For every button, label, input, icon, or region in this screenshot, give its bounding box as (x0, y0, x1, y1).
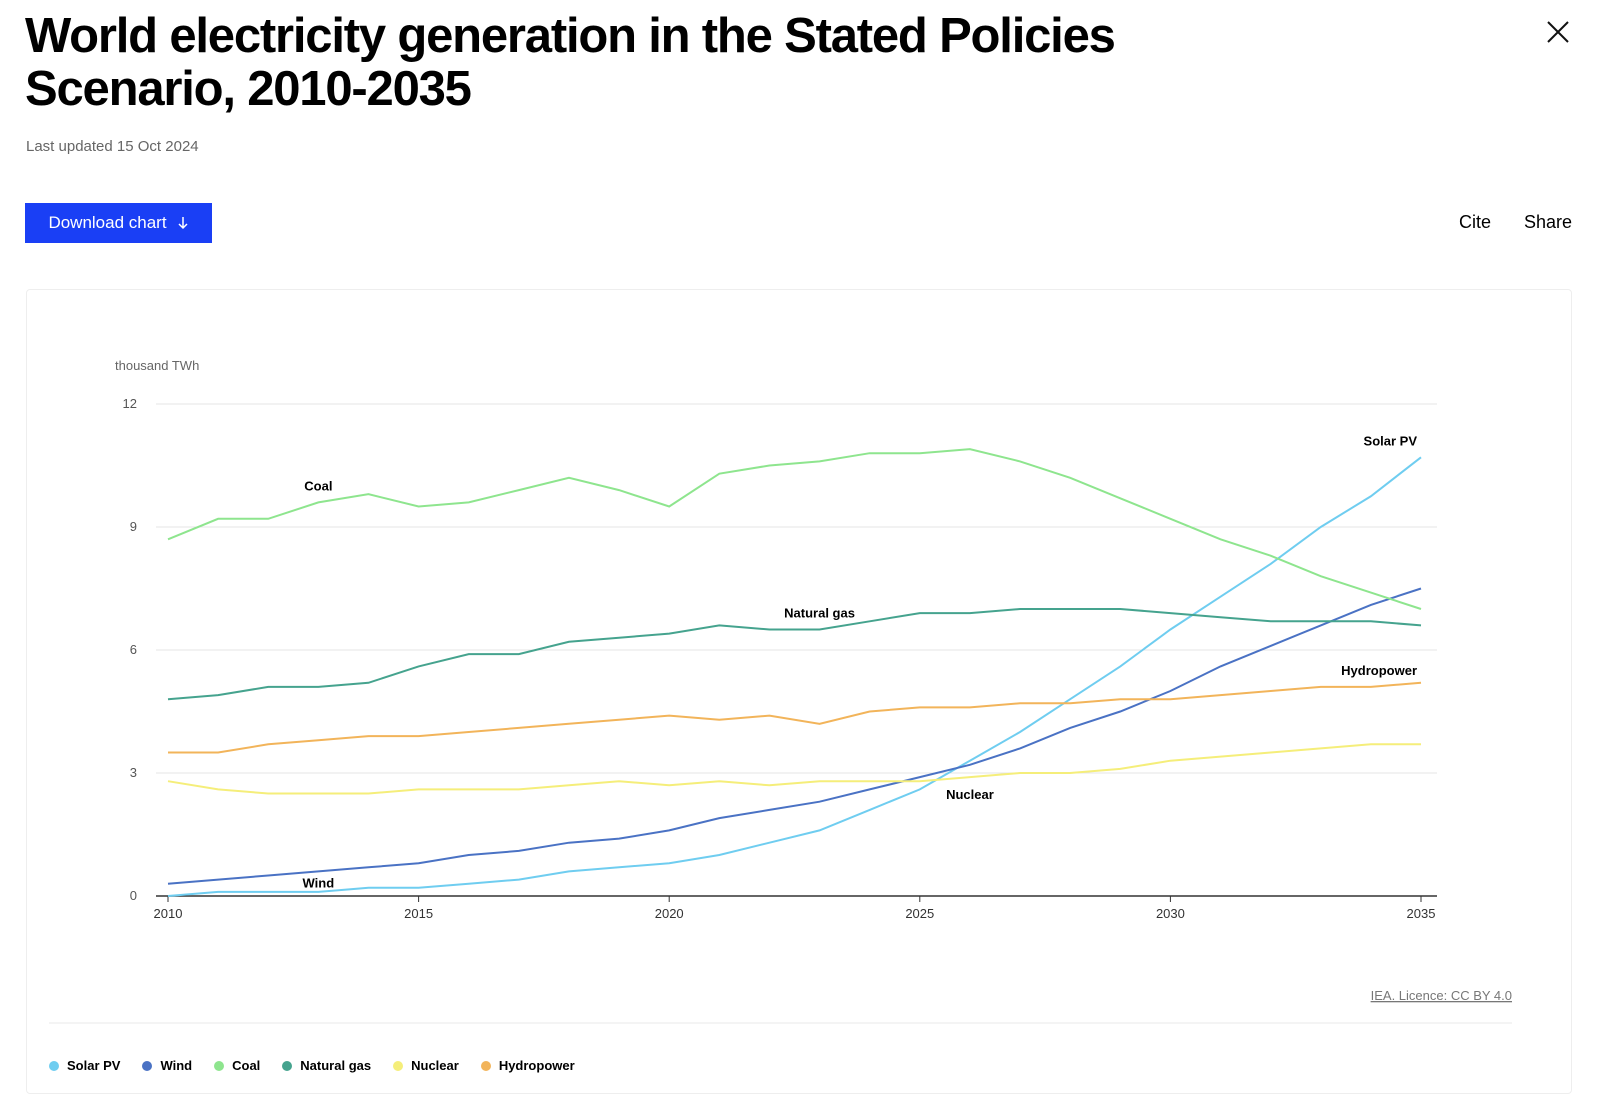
download-icon (178, 217, 188, 230)
y-tick-label: 3 (130, 765, 137, 780)
download-label: Download chart (48, 213, 167, 232)
legend-swatch (480, 1060, 491, 1071)
series-line (167, 587, 1422, 885)
source: IEA. Licence: CC BY 4.0 (1371, 988, 1512, 1003)
legend-item[interactable]: Solar PV (49, 1058, 120, 1073)
legend-item[interactable]: Wind (142, 1058, 192, 1073)
legend-item[interactable]: Natural gas (282, 1058, 371, 1073)
y-tick-label: 9 (130, 519, 137, 534)
series-label: Wind (303, 875, 335, 890)
y-tick-label: 0 (130, 888, 137, 903)
legend-label: Natural gas (300, 1058, 372, 1073)
legend-label: Coal (232, 1058, 261, 1073)
close-button[interactable] (1546, 20, 1570, 44)
series-label: Solar PV (1364, 433, 1418, 448)
share-button[interactable]: Share (1524, 212, 1573, 232)
series-label: Natural gas (784, 606, 855, 621)
chart-card: thousand TWh 0 3 6 9 12 2010 2015 2020 2025 2030 20… (26, 289, 1572, 1094)
legend-label: Hydropower (498, 1058, 575, 1073)
legend-label: Nuclear (411, 1058, 459, 1073)
chart: thousand TWh 0 3 6 9 12 2010 2015 2020 2025 2030 20… (49, 358, 1512, 1024)
legend-swatch (393, 1060, 404, 1071)
series-line (168, 681, 1422, 754)
series-line (167, 456, 1422, 897)
series-label: Nuclear (946, 787, 994, 802)
legend: Solar PV Wind Coal Natural gas Nuclear Hydrop… (49, 1058, 575, 1073)
legend-label: Wind (160, 1058, 193, 1073)
legend-item[interactable]: Nuclear (393, 1058, 459, 1073)
series-line (167, 608, 1422, 701)
legend-swatch (142, 1060, 153, 1071)
page-title: World electricity generation in the Stat… (25, 9, 1116, 116)
download-button[interactable]: Download chart (25, 203, 212, 243)
legend-item[interactable]: Coal (214, 1058, 260, 1073)
legend-swatch (49, 1060, 59, 1071)
legend-swatch (282, 1060, 293, 1071)
legend-label: Solar PV (67, 1058, 121, 1073)
last-updated: Last updated 15 Oct 2024 (26, 138, 199, 155)
x-tick-label: 2010 (154, 906, 183, 921)
legend-item[interactable]: Hydropower (480, 1058, 575, 1073)
series-line (167, 448, 1422, 610)
legend-swatch (214, 1060, 225, 1071)
series-label: Coal (304, 478, 332, 493)
y-tick-label: 12 (123, 396, 137, 411)
x-tick-label: 2020 (655, 906, 684, 921)
x-tick-label: 2025 (905, 906, 934, 921)
close-icon (1547, 21, 1569, 43)
x-tick-label: 2035 (1407, 906, 1436, 921)
cite-button[interactable]: Cite (1459, 212, 1492, 232)
x-tick-label: 2030 (1156, 906, 1185, 921)
y-tick-label: 6 (130, 642, 137, 657)
y-axis-label: thousand TWh (115, 358, 199, 373)
series-label: Hydropower (1341, 663, 1417, 678)
x-tick-label: 2015 (404, 906, 433, 921)
series-line (167, 743, 1421, 795)
